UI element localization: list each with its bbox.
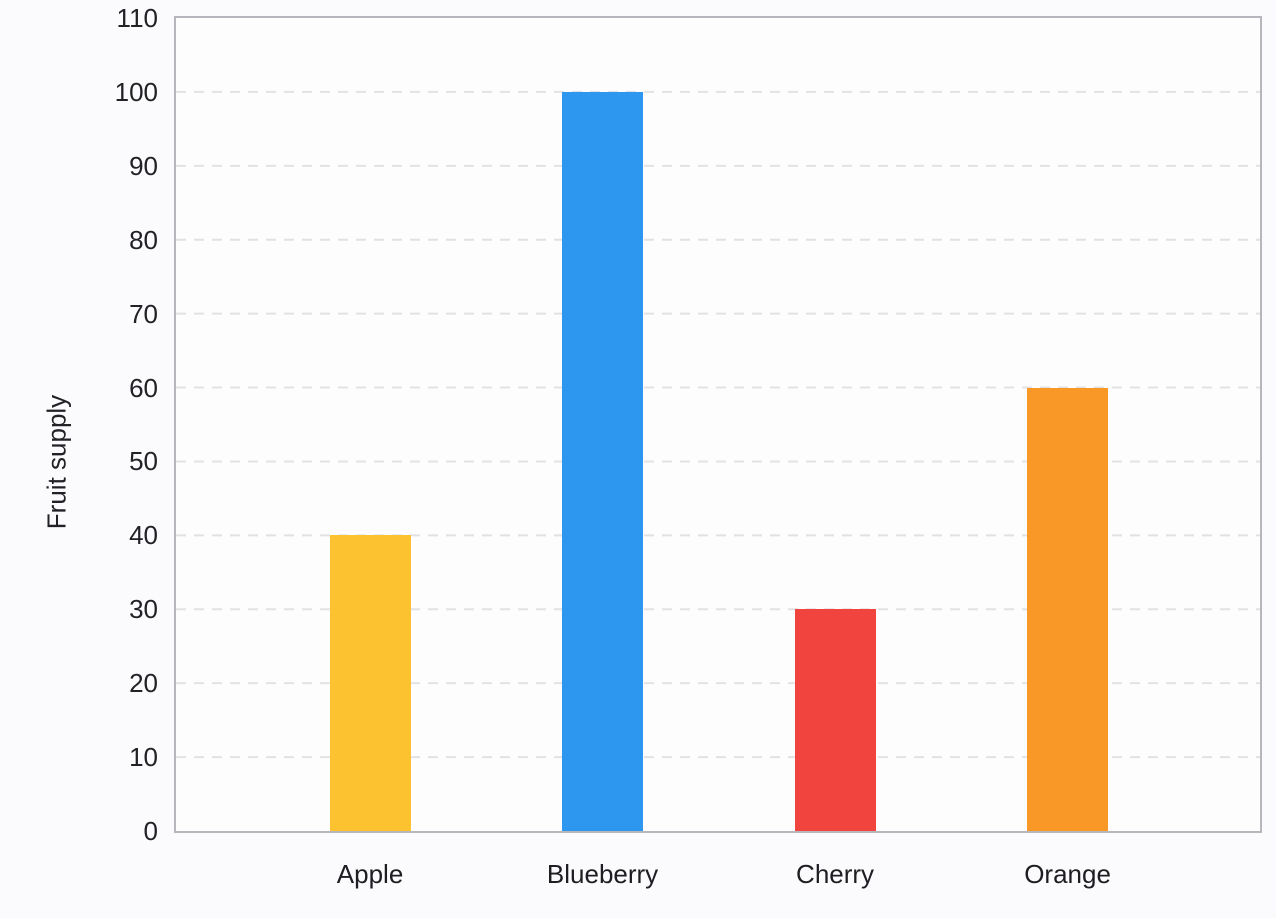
y-tick-label: 70 <box>129 298 158 329</box>
y-tick-label: 30 <box>129 594 158 625</box>
plot-area <box>174 16 1262 833</box>
y-tick-label: 0 <box>143 816 158 846</box>
bar-apple <box>329 535 411 831</box>
x-tick-label-apple: Apple <box>336 859 404 889</box>
y-tick-label: 80 <box>129 224 158 255</box>
x-tick-label-cherry: Cherry <box>796 859 875 889</box>
y-tick-label: 90 <box>129 150 158 181</box>
bars-layer <box>176 18 1260 831</box>
y-tick-label: 110 <box>116 3 158 33</box>
y-tick-label: 20 <box>129 668 158 699</box>
bar-blueberry <box>562 91 644 831</box>
y-tick-label: 10 <box>129 742 158 773</box>
y-tick-label: 60 <box>129 372 158 403</box>
x-tick-label-orange: Orange <box>1024 859 1111 889</box>
bar-cherry <box>794 609 876 831</box>
x-tick-label-blueberry: Blueberry <box>546 859 659 889</box>
y-tick-label: 40 <box>129 520 158 551</box>
y-tick-label: 100 <box>114 76 158 107</box>
y-tick-label: 50 <box>129 446 158 477</box>
bar-orange <box>1027 387 1109 831</box>
